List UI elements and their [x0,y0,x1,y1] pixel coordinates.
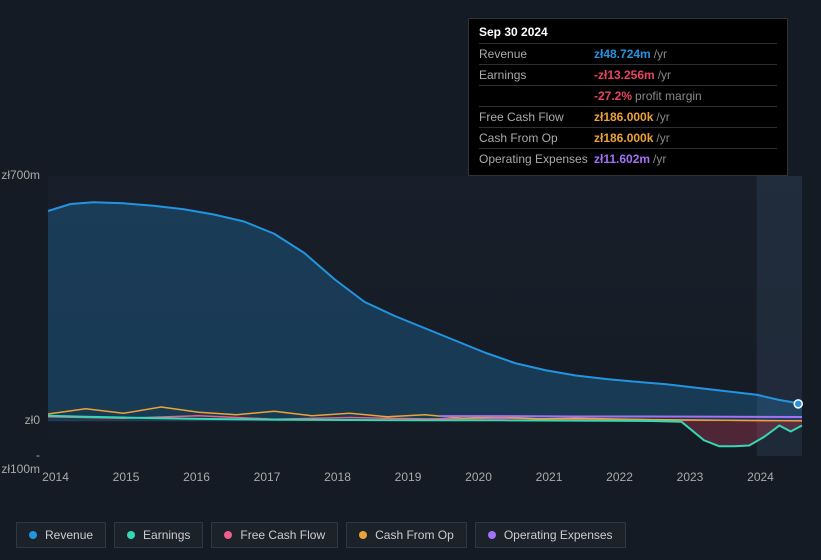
x-axis-label: 2018 [324,470,351,484]
x-axis-label: 2016 [183,470,210,484]
tooltip-label [479,89,594,103]
tooltip-row: Earnings-zł13.256m/yr [479,64,777,85]
tooltip-label: Free Cash Flow [479,110,594,124]
y-axis-label: zł700m [1,168,40,182]
legend-item-revenue[interactable]: Revenue [16,522,106,548]
tooltip-unit: /yr [654,47,667,61]
tooltip-date: Sep 30 2024 [479,25,777,43]
y-axis-label: -zł100m [1,448,40,476]
legend-label: Earnings [143,528,190,542]
x-axis-label: 2015 [113,470,140,484]
y-axis-label: zł0 [25,413,40,427]
x-axis-label: 2021 [536,470,563,484]
legend-dot [224,531,232,539]
legend-item-operating_expenses[interactable]: Operating Expenses [475,522,626,548]
legend-label: Revenue [45,528,93,542]
legend-item-cash_from_op[interactable]: Cash From Op [346,522,467,548]
chart-container: zł700mzł0-zł100m 20142015201620172018201… [16,156,806,516]
chart-svg[interactable] [16,156,806,516]
x-axis-label: 2024 [747,470,774,484]
chart-tooltip: Sep 30 2024 Revenuezł48.724m/yrEarnings-… [468,18,788,176]
tooltip-unit: /yr [656,131,669,145]
tooltip-value: -27.2% [594,89,632,103]
legend-item-free_cash_flow[interactable]: Free Cash Flow [211,522,338,548]
tooltip-value: -zł13.256m [594,68,655,82]
tooltip-unit: /yr [658,68,671,82]
chart-legend: Revenue Earnings Free Cash Flow Cash From O… [16,522,626,548]
x-axis-label: 2022 [606,470,633,484]
legend-dot [359,531,367,539]
legend-dot [127,531,135,539]
tooltip-row: Revenuezł48.724m/yr [479,43,777,64]
tooltip-label: Earnings [479,68,594,82]
tooltip-label: Cash From Op [479,131,594,145]
tooltip-row: Free Cash Flowzł186.000k/yr [479,106,777,127]
x-axis-label: 2020 [465,470,492,484]
x-axis-label: 2017 [254,470,281,484]
legend-dot [488,531,496,539]
legend-dot [29,531,37,539]
legend-item-earnings[interactable]: Earnings [114,522,203,548]
tooltip-value: zł186.000k [594,110,653,124]
tooltip-unit: profit margin [635,89,702,103]
tooltip-unit: /yr [656,110,669,124]
legend-label: Free Cash Flow [240,528,325,542]
tooltip-value: zł48.724m [594,47,651,61]
tooltip-row: -27.2%profit margin [479,85,777,106]
x-axis-label: 2023 [677,470,704,484]
legend-label: Operating Expenses [504,528,613,542]
tooltip-value: zł186.000k [594,131,653,145]
tooltip-row: Cash From Opzł186.000k/yr [479,127,777,148]
x-axis-label: 2014 [42,470,69,484]
x-axis-label: 2019 [395,470,422,484]
legend-label: Cash From Op [375,528,454,542]
tooltip-label: Revenue [479,47,594,61]
